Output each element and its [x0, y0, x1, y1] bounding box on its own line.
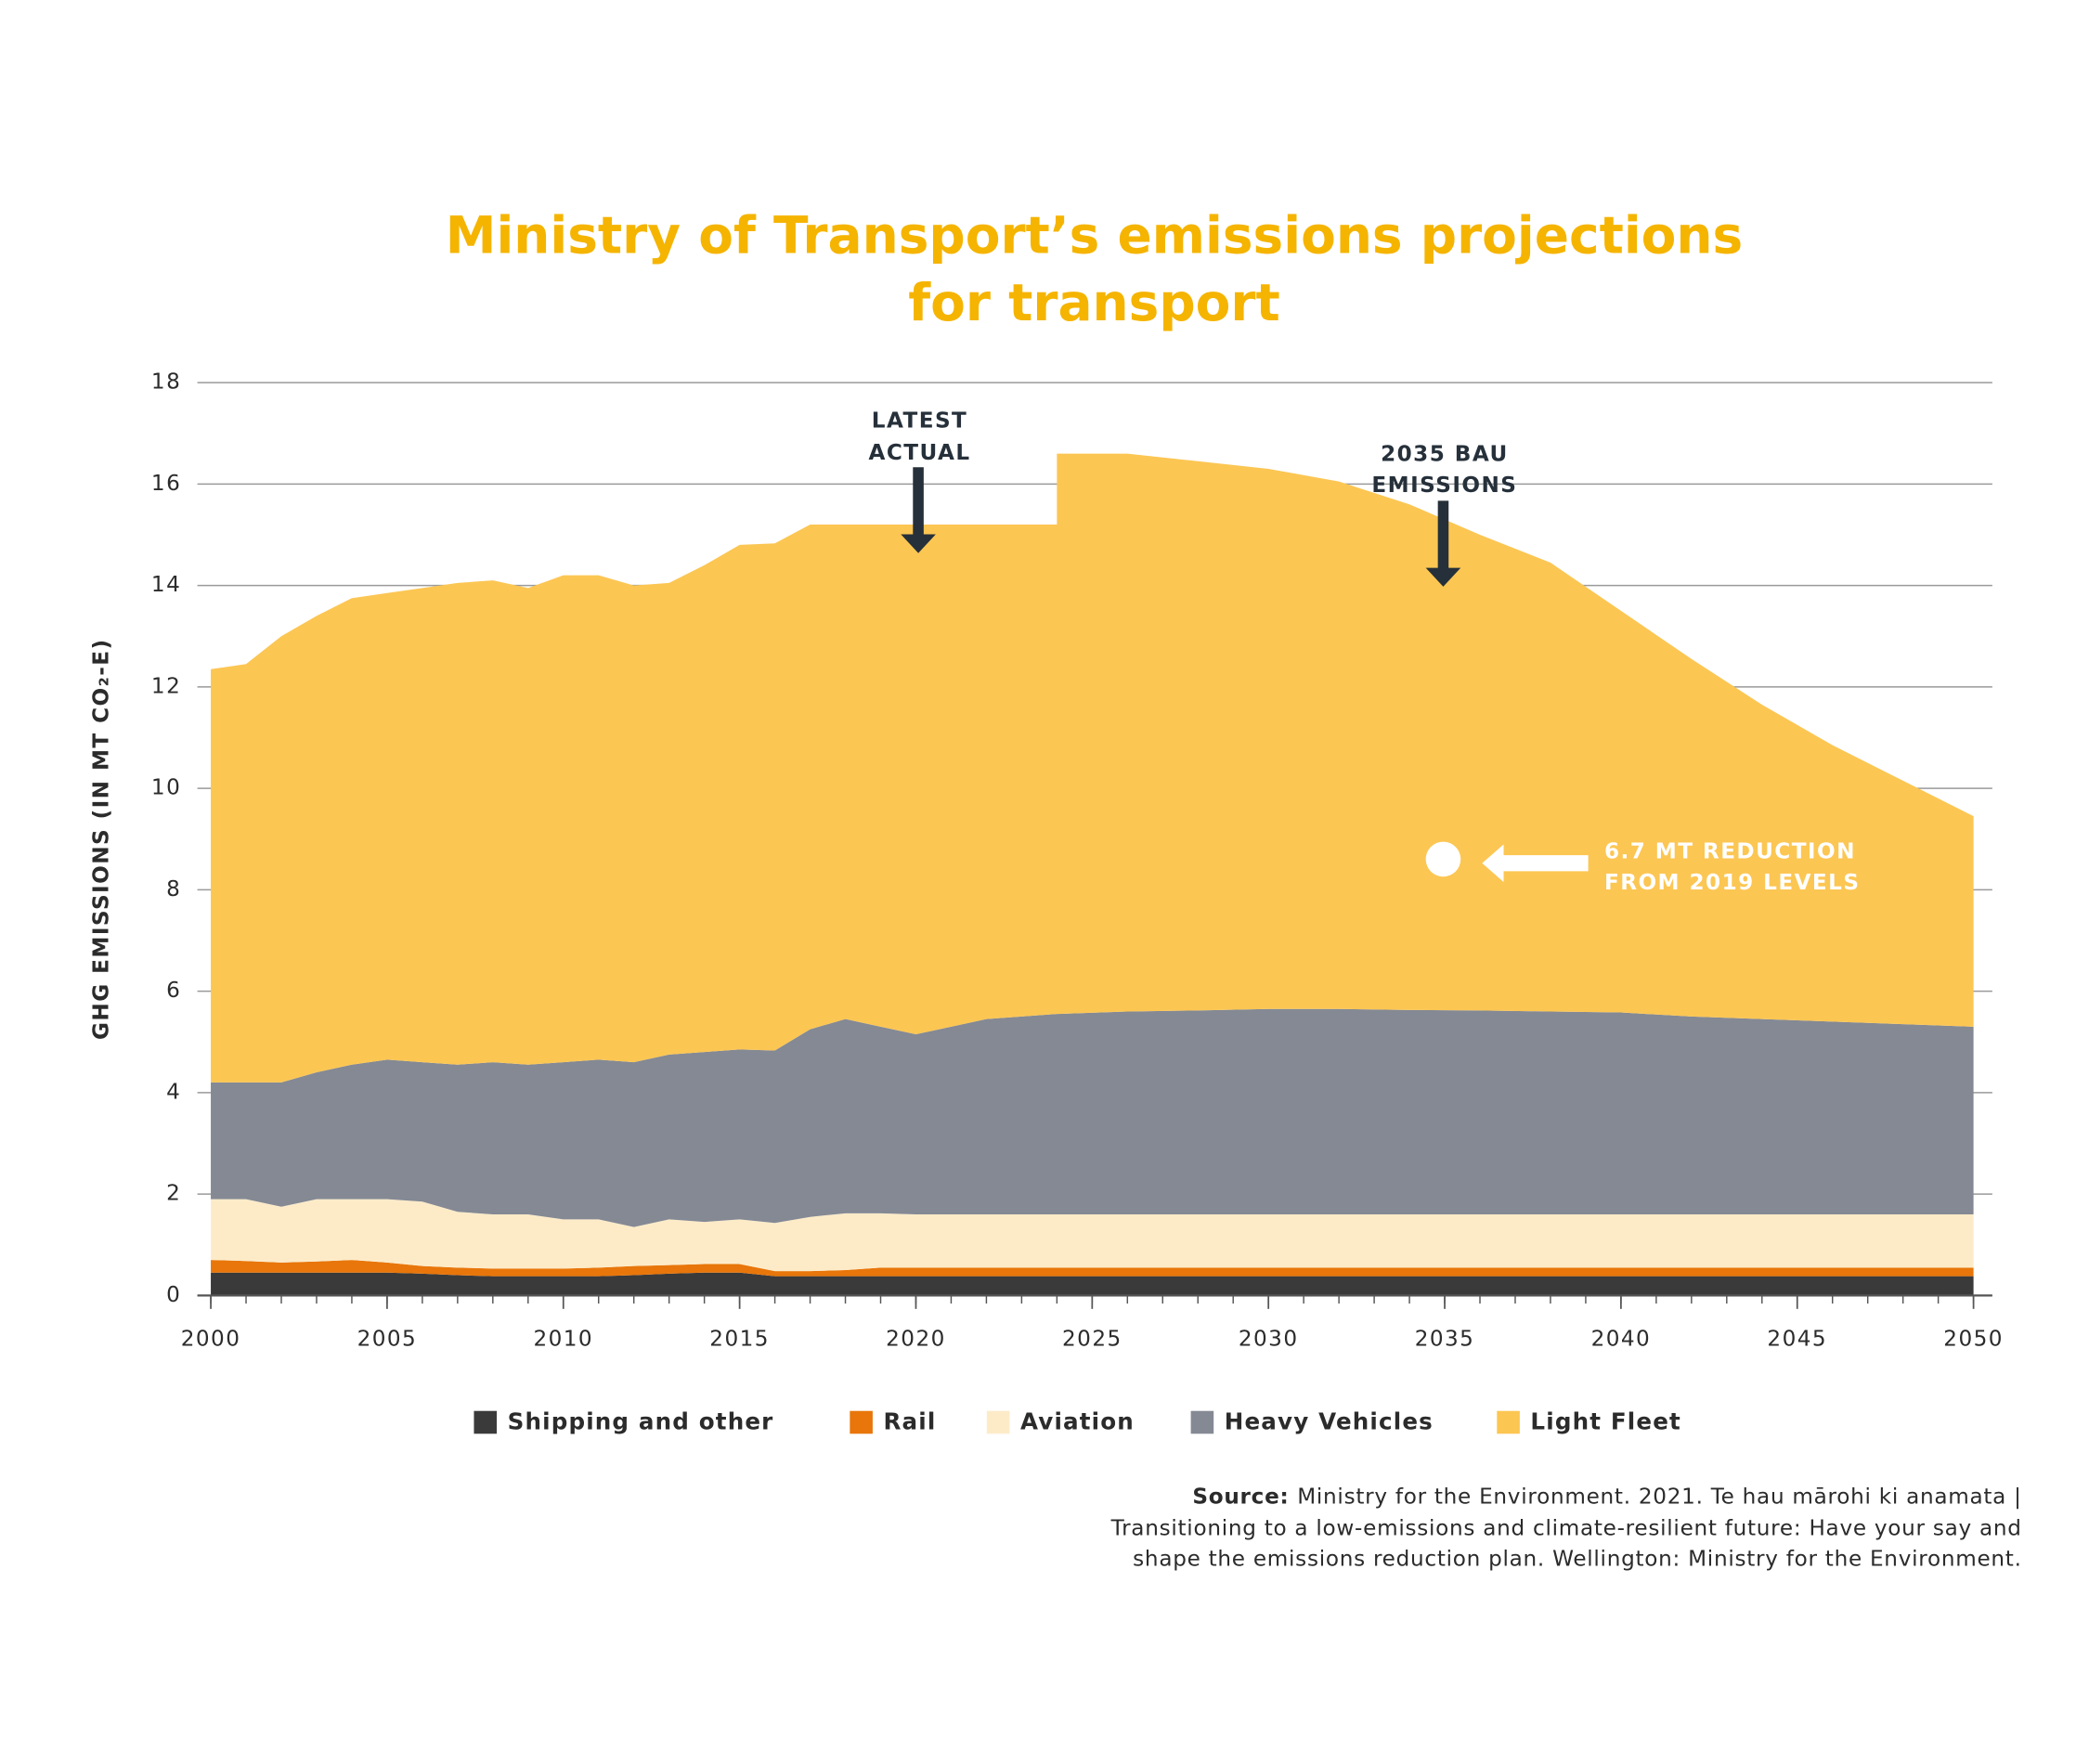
- x-tick-label: 2025: [1062, 1328, 1122, 1352]
- x-tick-label: 2010: [533, 1328, 593, 1352]
- y-tick-label: 16: [151, 472, 181, 496]
- y-tick-label: 4: [166, 1080, 181, 1104]
- annotation-arrow: [901, 467, 936, 553]
- area: [211, 1008, 1974, 1227]
- x-tick-label: 2030: [1239, 1328, 1299, 1352]
- legend-label: Light Fleet: [1530, 1408, 1681, 1435]
- area: [211, 1199, 1974, 1272]
- x-tick-label: 2005: [357, 1328, 418, 1352]
- legend-swatch: [474, 1410, 498, 1434]
- chart-title: Ministry of Transport’s emissions projec…: [446, 206, 1743, 266]
- y-tick-label: 10: [151, 776, 181, 800]
- y-axis-label: GHG EMISSIONS (IN MT CO₂-E): [89, 638, 113, 1040]
- y-tick-label: 18: [151, 370, 181, 395]
- annotation-arrow: [1425, 500, 1461, 587]
- annotation: 6.7 MT REDUCTION: [1604, 840, 1856, 864]
- y-tick-label: 12: [151, 674, 181, 698]
- legend-label: Rail: [883, 1408, 936, 1435]
- legend-swatch: [850, 1410, 873, 1434]
- annotation: LATEST: [872, 409, 968, 434]
- area: [211, 1260, 1974, 1277]
- source: Source: Ministry for the Environment. 20…: [1192, 1485, 2021, 1509]
- y-tick-label: 6: [166, 979, 181, 1003]
- annotation: EMISSIONS: [1371, 473, 1517, 498]
- area: [211, 1272, 1974, 1296]
- annotation: FROM 2019 LEVELS: [1604, 871, 1861, 895]
- area: [211, 453, 1974, 1083]
- annotation-arrow: [1482, 844, 1589, 882]
- y-tick-label: 14: [151, 573, 181, 597]
- legend-swatch: [1497, 1410, 1520, 1434]
- x-tick-label: 2020: [886, 1328, 946, 1352]
- source-text: shape the emissions reduction plan. Well…: [1133, 1548, 2021, 1572]
- source-text: Transitioning to a low-emissions and cli…: [1110, 1516, 2022, 1540]
- y-tick-label: 2: [166, 1182, 181, 1206]
- source-label: Source:: [1192, 1485, 1297, 1509]
- x-tick-label: 2045: [1767, 1328, 1827, 1352]
- legend-label: Heavy Vehicles: [1225, 1408, 1434, 1435]
- annotation: 2035 BAU: [1381, 443, 1509, 467]
- annotation: ACTUAL: [869, 441, 971, 465]
- chart-title: for transport: [908, 273, 1280, 332]
- x-tick-label: 2015: [709, 1328, 770, 1352]
- x-tick-label: 2035: [1415, 1328, 1475, 1352]
- legend-label: Aviation: [1020, 1408, 1135, 1435]
- legend-swatch: [1190, 1410, 1214, 1434]
- legend-swatch: [986, 1410, 1010, 1434]
- marker-dot: [1425, 841, 1461, 877]
- x-tick-label: 2050: [1943, 1328, 2004, 1352]
- x-tick-label: 2000: [181, 1328, 241, 1352]
- source-text: Ministry for the Environment. 2021. Te h…: [1297, 1485, 2021, 1509]
- x-tick-label: 2040: [1591, 1328, 1652, 1352]
- y-tick-label: 0: [166, 1283, 181, 1307]
- legend-label: Shipping and other: [508, 1408, 774, 1435]
- y-tick-label: 8: [166, 877, 181, 901]
